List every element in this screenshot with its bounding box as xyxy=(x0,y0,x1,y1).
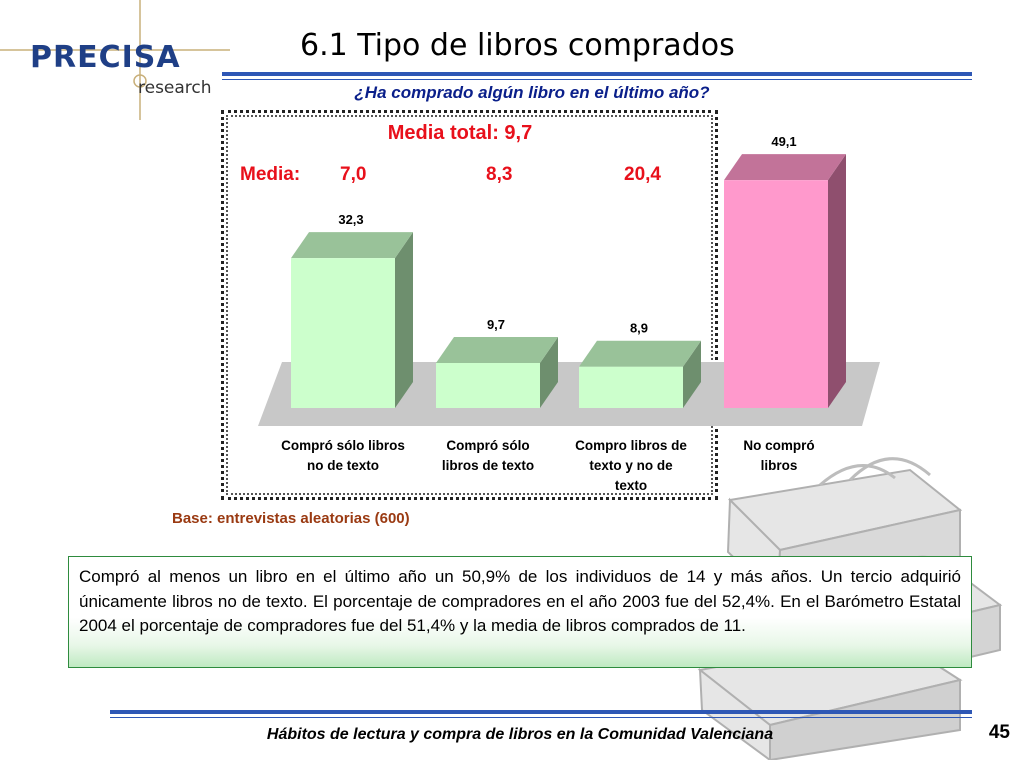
logo-graphic xyxy=(0,0,230,120)
category-label-line: libros de texto xyxy=(441,458,535,473)
category-label-3: Compro libros de texto y no de texto xyxy=(556,436,706,496)
category-label-line: Compró sólo libros xyxy=(281,438,405,453)
bar-value-label-4: 49,1 xyxy=(771,134,796,149)
logo-wordmark: PRECISA xyxy=(30,40,181,75)
category-label-1: Compró sólo libros no de texto xyxy=(268,436,418,476)
media-total-label: Media total: 9,7 xyxy=(387,122,533,144)
bar-side-2 xyxy=(540,336,558,408)
media-value-1: 7,0 xyxy=(340,164,367,185)
title-rule-thick xyxy=(222,72,972,76)
bar-value-label-2: 9,7 xyxy=(487,317,505,332)
category-label-line: Compró sólo xyxy=(446,438,530,453)
bar-1 xyxy=(291,258,395,408)
bar-value-label-3: 8,9 xyxy=(630,321,648,336)
bar-top-4 xyxy=(724,154,846,181)
category-label-line: texto xyxy=(614,478,648,493)
category-label-line: texto y no de xyxy=(589,458,673,473)
title-rule-thin xyxy=(222,79,972,80)
bar-side-4 xyxy=(828,154,846,408)
summary-box: Compró al menos un libro en el último añ… xyxy=(68,556,972,668)
base-note: Base: entrevistas aleatorias (600) xyxy=(172,510,410,527)
bar-2 xyxy=(436,362,540,408)
bar-top-1 xyxy=(291,232,413,259)
bar-3 xyxy=(579,366,683,408)
logo-subtitle: research xyxy=(138,78,212,98)
footer-rule-thick xyxy=(110,710,972,714)
category-label-line: libros xyxy=(760,458,798,473)
bar-side-1 xyxy=(395,232,413,408)
category-label-line: Compro libros de xyxy=(575,438,687,453)
media-row-label: Media: xyxy=(240,164,301,185)
footer-text: Hábitos de lectura y compra de libros en… xyxy=(266,726,774,743)
survey-question: ¿Ha comprado algún libro en el último añ… xyxy=(354,83,710,102)
bar-top-2 xyxy=(436,336,558,363)
media-value-3: 20,4 xyxy=(624,164,661,185)
category-label-4: No compró libros xyxy=(704,436,854,476)
bar-value-label-1: 32,3 xyxy=(338,212,363,227)
category-label-line: No compró xyxy=(743,438,815,453)
category-label-line: no de texto xyxy=(306,458,379,473)
bar-side-3 xyxy=(683,340,701,408)
category-label-2: Compró sólo libros de texto xyxy=(413,436,563,476)
page-title: 6.1 Tipo de libros comprados xyxy=(300,28,735,63)
media-value-2: 8,3 xyxy=(486,164,513,185)
chart-frame-outer xyxy=(221,110,718,500)
footer-rule-thin xyxy=(110,717,972,718)
bar-top-3 xyxy=(579,340,701,367)
bar-4 xyxy=(724,180,828,408)
summary-text: Compró al menos un libro en el último añ… xyxy=(79,567,961,635)
page-number: 45 xyxy=(988,722,1010,743)
chart-frame-inner xyxy=(226,115,713,495)
